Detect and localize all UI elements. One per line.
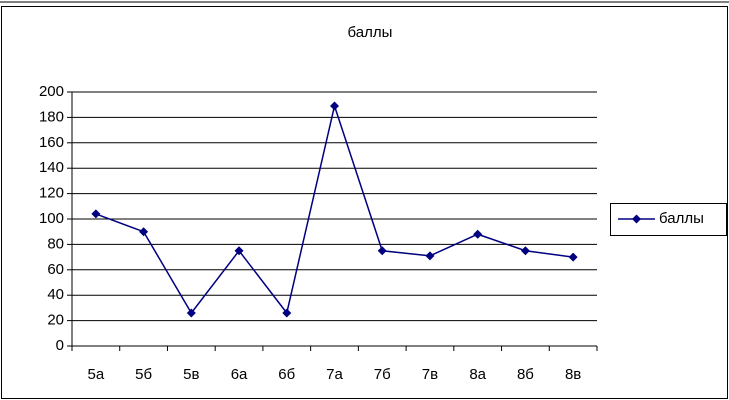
x-tick-label: 8в	[565, 366, 581, 383]
point-marker	[282, 308, 292, 318]
point-marker	[473, 229, 483, 239]
point-marker	[520, 246, 530, 256]
y-tick-label: 160	[39, 134, 64, 151]
chart-title: баллы	[348, 24, 393, 41]
point-marker	[139, 227, 149, 237]
x-tick-label: 6а	[231, 366, 248, 383]
y-tick-label: 180	[39, 108, 64, 125]
x-tick-label: 8б	[517, 366, 534, 383]
point-marker	[330, 101, 339, 111]
x-tick-label: 7в	[422, 366, 438, 383]
y-tick-label: 140	[39, 159, 64, 176]
point-marker	[425, 251, 435, 261]
x-tick-label: 8а	[469, 366, 486, 383]
legend-label: баллы	[659, 210, 704, 227]
point-marker	[377, 246, 387, 256]
x-tick-label: 7а	[326, 366, 343, 383]
y-tick-label: 0	[56, 337, 64, 354]
y-tick-label: 200	[39, 83, 64, 100]
point-marker	[568, 252, 578, 262]
x-tick-label: 7б	[374, 366, 391, 383]
x-tick-label: 6б	[278, 366, 295, 383]
chart-border	[1, 6, 728, 399]
point-marker	[234, 246, 244, 256]
y-tick-label: 120	[39, 185, 64, 202]
y-tick-label: 100	[39, 210, 64, 227]
y-tick-label: 20	[47, 312, 64, 329]
x-tick-label: 5в	[183, 366, 199, 383]
y-tick-label: 60	[47, 261, 64, 278]
y-tick-label: 80	[47, 235, 64, 252]
point-marker	[186, 308, 196, 318]
y-tick-label: 40	[47, 286, 64, 303]
x-tick-label: 5а	[88, 366, 105, 383]
point-marker	[91, 209, 101, 219]
x-tick-label: 5б	[135, 366, 152, 383]
legend-marker	[632, 214, 641, 224]
